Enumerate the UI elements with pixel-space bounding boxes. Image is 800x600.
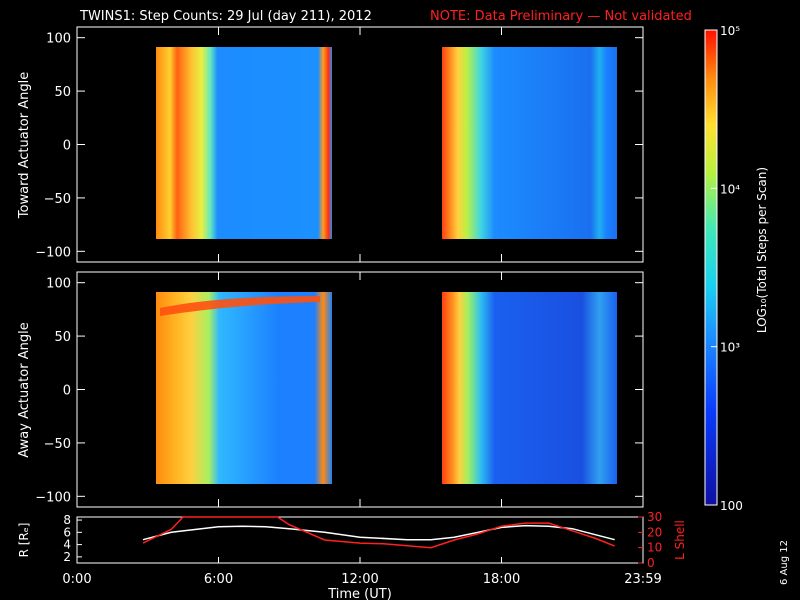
away-y-axis: 100 50 0 −50 −100 bbox=[35, 272, 644, 507]
away-block-1 bbox=[156, 292, 332, 484]
orbit-x-axis: 0:00 6:00 12:00 18:00 23:59 bbox=[62, 557, 662, 587]
y-tick-label: 100 bbox=[46, 32, 71, 47]
toward-block-1 bbox=[156, 47, 332, 239]
orbit-panel-frame bbox=[76, 516, 644, 564]
right-tick-label: 10 bbox=[647, 541, 662, 555]
left-tick-label: 4 bbox=[63, 538, 71, 552]
left-tick-label: 2 bbox=[63, 550, 71, 564]
x-tick-label: 6:00 bbox=[204, 572, 233, 587]
y-tick-label: −50 bbox=[44, 192, 71, 207]
y-tick-label: 0 bbox=[63, 384, 71, 399]
colorbar-tick-label: 100 bbox=[720, 499, 743, 513]
y-tick-label: 50 bbox=[54, 330, 71, 345]
y-tick-label: 50 bbox=[54, 85, 71, 100]
away-red-band bbox=[160, 296, 320, 316]
right-tick-label: 0 bbox=[647, 556, 655, 570]
toward-block-2 bbox=[442, 47, 617, 239]
x-tick-label: 18:00 bbox=[483, 572, 520, 587]
toward-panel: 100 50 0 −50 −100 Toward Actuator Angle bbox=[17, 26, 644, 263]
y-tick-label: 0 bbox=[63, 139, 71, 154]
left-tick-label: 8 bbox=[63, 513, 71, 527]
x-tick-label: 12:00 bbox=[341, 572, 378, 587]
l-shell-series-line bbox=[142, 516, 615, 549]
toward-y-label: Toward Actuator Angle bbox=[17, 72, 32, 219]
away-block-2 bbox=[442, 292, 617, 484]
left-tick-label: 6 bbox=[63, 525, 71, 539]
chart-note: NOTE: Data Preliminary — Not validated bbox=[430, 9, 692, 24]
r-series-line bbox=[142, 524, 615, 541]
away-y-label: Away Actuator Angle bbox=[17, 322, 32, 457]
date-stamp: 6 Aug 12 bbox=[779, 540, 790, 585]
colorbar: 100 10³ 10⁴ 10⁵ LOG₁₀(Total Steps per Scan) bbox=[704, 24, 769, 513]
x-tick-label: 0:00 bbox=[62, 572, 91, 587]
x-axis-label: Time (UT) bbox=[327, 587, 392, 600]
y-tick-label: −100 bbox=[35, 490, 71, 505]
right-tick-label: 20 bbox=[647, 525, 662, 539]
right-tick-label: 30 bbox=[647, 510, 662, 524]
y-tick-label: 100 bbox=[46, 277, 71, 292]
orbit-lines bbox=[142, 516, 615, 549]
x-tick-label: 23:59 bbox=[624, 572, 661, 587]
toward-y-axis: 100 50 0 −50 −100 bbox=[35, 27, 644, 262]
colorbar-bar bbox=[704, 29, 718, 506]
y-tick-label: −100 bbox=[35, 245, 71, 260]
colorbar-tick-label: 10³ bbox=[720, 341, 740, 355]
colorbar-tick-label: 10⁵ bbox=[720, 24, 740, 38]
chart-title: TWINS1: Step Counts: 29 Jul (day 211), 2… bbox=[79, 9, 372, 24]
colorbar-tick-label: 10⁴ bbox=[720, 182, 740, 196]
orbit-right-label: L Shell bbox=[673, 520, 687, 560]
orbit-left-label: R [Rₑ] bbox=[17, 523, 31, 558]
colorbar-label: LOG₁₀(Total Steps per Scan) bbox=[755, 167, 769, 333]
y-tick-label: −50 bbox=[44, 437, 71, 452]
colorbar-ticks: 100 10³ 10⁴ 10⁵ bbox=[711, 24, 743, 513]
away-panel: 100 50 0 −50 −100 Away Actuator Angle bbox=[17, 271, 644, 508]
